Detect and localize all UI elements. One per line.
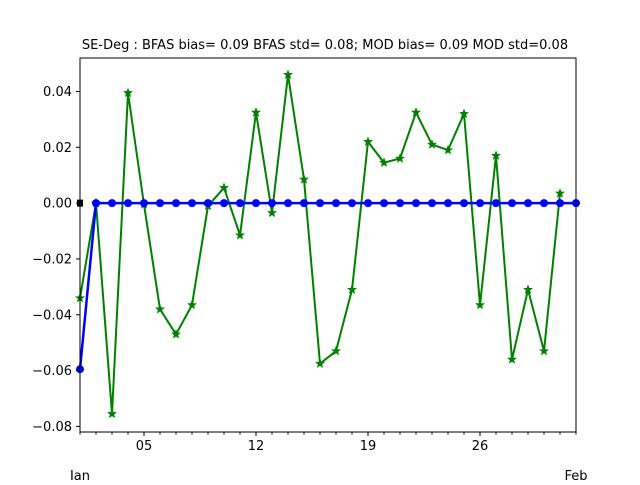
data-point-star (395, 153, 405, 163)
data-point-circle (396, 199, 404, 208)
x-tick-label: 26 (472, 439, 489, 454)
data-point-star (315, 358, 325, 368)
y-tick-label: −0.04 (32, 308, 72, 323)
data-point-star (363, 136, 373, 146)
data-point-star (443, 144, 453, 155)
data-point-star (411, 107, 421, 117)
data-point-circle (124, 199, 132, 208)
y-tick-label: 0.00 (43, 197, 72, 212)
data-point-circle (412, 199, 420, 208)
data-point-circle (172, 199, 180, 208)
x-month-label: Feb (564, 469, 587, 480)
data-point-circle (556, 199, 564, 208)
data-point-circle (316, 199, 324, 208)
series-star (75, 69, 565, 419)
series-circle (76, 199, 580, 374)
data-point-circle (476, 199, 484, 208)
data-point-circle (332, 199, 340, 208)
data-point-star (155, 303, 165, 314)
data-point-star (283, 69, 293, 79)
series-layer (75, 69, 580, 419)
x-tick-label: 05 (136, 439, 153, 454)
data-point-star (379, 157, 389, 167)
data-point-circle (348, 199, 356, 208)
data-point-circle (236, 199, 244, 208)
data-point-star (187, 299, 197, 310)
data-point-circle (108, 199, 116, 208)
y-tick-label: 0.02 (43, 141, 72, 156)
y-tick-label: −0.06 (32, 364, 72, 379)
data-point-star (539, 345, 549, 356)
data-point-star (427, 139, 437, 149)
data-point-star (235, 230, 245, 240)
data-point-circle (380, 199, 388, 208)
data-point-star (523, 284, 533, 294)
y-tick-label: −0.08 (32, 420, 72, 435)
data-point-circle (428, 199, 436, 208)
data-point-circle (540, 199, 548, 208)
data-point-star (555, 188, 565, 198)
data-point-circle (268, 199, 276, 208)
data-point-circle (460, 199, 468, 208)
data-point-star (331, 345, 341, 356)
data-point-circle (508, 199, 516, 208)
data-point-circle (204, 199, 212, 208)
data-point-circle (364, 199, 372, 208)
y-tick-label: −0.02 (32, 252, 72, 267)
data-point-star (347, 284, 357, 294)
axes-layer: −0.08 −0.06 −0.04 −0.02 0.00 0.02 0.04 05 12 19 26… (32, 85, 587, 484)
chart-title: SE-Deg : BFAS bias= 0.09 BFAS std= 0.08;… (82, 38, 568, 53)
data-point-star (491, 150, 501, 160)
data-point-circle (492, 199, 500, 208)
plot-area-frame (79, 57, 577, 433)
data-point-circle (92, 199, 100, 208)
x-tick-label: 19 (360, 439, 377, 454)
data-point-star (107, 408, 117, 419)
data-point-star (123, 87, 133, 98)
data-point-star (267, 207, 277, 218)
data-point-star (219, 182, 229, 193)
data-point-star (459, 108, 469, 119)
data-point-star (475, 299, 485, 310)
data-point-circle (220, 199, 228, 208)
data-point-circle (140, 199, 148, 208)
x-month-label: Jan (69, 469, 90, 480)
x-tick-label: 12 (248, 439, 265, 454)
data-point-circle (252, 199, 260, 208)
data-point-star (171, 329, 181, 339)
data-point-star (507, 354, 517, 364)
data-point-circle (300, 199, 308, 208)
data-point-star (299, 174, 309, 184)
y-tick-label: 0.04 (43, 85, 72, 100)
data-point-star (251, 107, 261, 117)
data-point-circle (444, 199, 452, 208)
data-point-circle (188, 199, 196, 208)
data-point-circle (524, 199, 532, 208)
data-point-circle (284, 199, 292, 208)
data-point-circle (156, 199, 164, 208)
